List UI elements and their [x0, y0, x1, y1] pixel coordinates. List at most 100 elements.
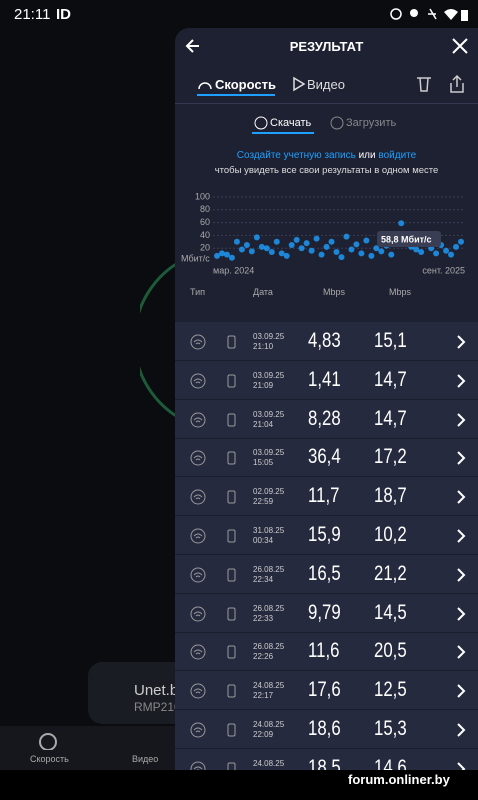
point: [214, 252, 220, 259]
point: [313, 235, 320, 242]
nav-label[interactable]: Скорость: [30, 754, 69, 764]
time: 22:34: [253, 574, 274, 584]
panel-title: РЕЗУЛЬТАТ: [289, 39, 364, 54]
download: 18,5: [308, 755, 341, 770]
point: [238, 246, 245, 253]
point: [268, 249, 275, 256]
upload: 17,2: [374, 445, 407, 469]
date: 03.09.25: [253, 332, 285, 341]
chevron: [457, 762, 466, 770]
header: Дата: [253, 287, 273, 297]
point: [298, 245, 305, 252]
result-row[interactable]: 24.08.25 22:17 17,6 12,5: [175, 671, 478, 711]
point: [293, 236, 300, 243]
time: 22:59: [253, 497, 274, 507]
upload: 14,7: [374, 406, 407, 430]
upload: 14,5: [374, 600, 407, 624]
close-button[interactable]: [450, 36, 470, 56]
row-icons: [190, 528, 236, 544]
tab-icon: [293, 76, 306, 92]
row-icons: [190, 606, 236, 622]
signup-link[interactable]: Создайте учетную запись: [236, 150, 356, 161]
row-icons: [190, 722, 236, 738]
result-row[interactable]: 31.08.25 00:34 15,9 10,2: [175, 516, 478, 555]
time: 15:05: [253, 458, 274, 468]
point: [388, 251, 395, 258]
y-unit: Мбит/с: [181, 253, 210, 263]
prompt-text: чтобы увидеть все свои результаты в одно…: [214, 165, 439, 176]
download: 11,7: [308, 484, 340, 508]
clock: 21:11: [14, 6, 51, 23]
speed-icon: [39, 733, 57, 750]
date: 26.08.25: [253, 603, 285, 613]
date: 03.09.25: [253, 409, 285, 419]
row-icons: [190, 450, 236, 466]
y-tick-label: 80: [200, 204, 210, 214]
point: [458, 238, 464, 245]
date: 31.08.25: [253, 526, 285, 535]
time: 22:17: [253, 691, 274, 701]
result-row[interactable]: 02.09.25 22:59 11,7 18,7: [175, 477, 478, 517]
result-row[interactable]: 26.08.25 22:34 16,5 21,2: [175, 555, 478, 594]
point: [263, 245, 270, 252]
result-row[interactable]: 24.08.25 18,5 14,6: [175, 749, 478, 770]
chevron: [457, 723, 466, 737]
result-row[interactable]: 03.09.25 21:04 8,28 14,7: [175, 400, 478, 439]
download: 1,41: [308, 367, 341, 391]
point: [448, 251, 455, 258]
back-button[interactable]: [183, 36, 203, 56]
date: 03.09.25: [253, 370, 285, 380]
time: 21:09: [253, 380, 274, 390]
system-nav: [0, 770, 478, 800]
header: Тип: [190, 287, 206, 297]
upload: 14,7: [374, 367, 407, 391]
gauge-arc: [140, 253, 196, 427]
actions[interactable]: [415, 75, 465, 93]
result-row[interactable]: 26.08.25 22:26 11,6 20,5: [175, 632, 478, 672]
nav-label[interactable]: Видео: [132, 754, 159, 764]
time: 22:33: [253, 613, 274, 623]
point: [308, 247, 315, 254]
download: 18,6: [308, 717, 341, 740]
chevron: [457, 529, 466, 543]
point: [273, 238, 280, 245]
divider: [175, 103, 478, 104]
point: [288, 242, 295, 248]
subtab[interactable]: Загрузить: [346, 117, 397, 129]
point: [378, 248, 385, 255]
y-tick-label: 100: [195, 191, 210, 201]
date: 02.09.25: [253, 487, 285, 497]
subtab-underline: [252, 132, 314, 134]
result-row[interactable]: 03.09.25 21:10 4,83 15,1: [175, 322, 478, 361]
upload: 20,5: [374, 639, 407, 663]
chevron: [457, 335, 466, 349]
point: [318, 251, 325, 258]
result-row[interactable]: 24.08.25 22:09 18,6 15,3: [175, 710, 478, 749]
tab[interactable]: Видео: [307, 77, 345, 92]
subtab-active[interactable]: Скачать: [270, 117, 312, 129]
download: 4,83: [308, 329, 341, 352]
time: 00:34: [253, 536, 274, 545]
point: [328, 238, 335, 245]
date: 24.08.25: [253, 681, 285, 691]
download: 9,79: [308, 600, 341, 624]
results-panel: РЕЗУЛЬТАТ Скорость Видео Скачать Загрузи…: [175, 28, 478, 770]
tooltip: 58,8 Мбит/с: [381, 234, 432, 244]
result-row[interactable]: 03.09.25 15:05 36,4 17,2: [175, 438, 478, 478]
point: [398, 220, 405, 227]
subtab-icon: [254, 116, 268, 130]
row-icons: [190, 567, 236, 583]
tab-active[interactable]: Скорость: [215, 77, 276, 92]
point: [353, 241, 360, 248]
download: 16,5: [308, 561, 341, 585]
or: или: [358, 150, 376, 161]
header: Mbps: [323, 287, 346, 297]
date: 26.08.25: [253, 642, 285, 652]
upload: 12,5: [374, 678, 407, 702]
row-icons: [190, 489, 236, 505]
tab-underline: [197, 94, 275, 96]
login-link[interactable]: войдите: [378, 150, 417, 161]
result-row[interactable]: 26.08.25 22:33 9,79 14,5: [175, 594, 478, 633]
y-tick-label: 20: [200, 243, 210, 253]
result-row[interactable]: 03.09.25 21:09 1,41 14,7: [175, 361, 478, 400]
